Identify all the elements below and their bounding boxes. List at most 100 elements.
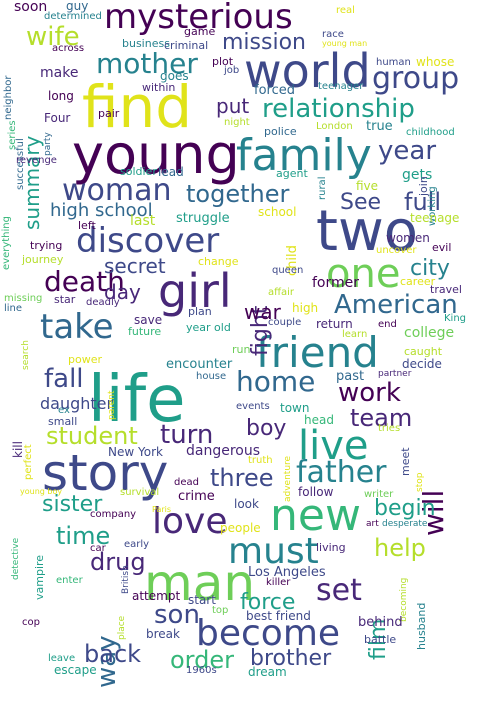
word-desperate: desperate xyxy=(382,519,428,529)
word-left: left xyxy=(78,219,96,232)
word-young: young xyxy=(72,123,240,186)
word-head: head xyxy=(304,413,334,427)
word-line: line xyxy=(4,303,23,314)
word-uncover: uncover xyxy=(376,245,417,256)
word-job: job xyxy=(224,65,240,76)
word-parent: parent xyxy=(107,390,117,420)
word-two: two xyxy=(316,199,419,264)
word-race: race xyxy=(322,29,344,40)
word-day: day xyxy=(104,280,141,304)
word-everything: everything xyxy=(1,216,12,270)
word-home: home xyxy=(236,365,316,398)
word-night: night xyxy=(224,117,250,128)
word-trying: trying xyxy=(30,239,63,252)
word-within: within xyxy=(142,81,176,94)
word-vampire: vampire xyxy=(33,554,46,600)
word-goes: goes xyxy=(160,69,189,83)
word-drug: drug xyxy=(90,548,146,576)
word-world: world xyxy=(244,44,371,98)
word-dangerous: dangerous xyxy=(186,443,261,459)
word-team: team xyxy=(350,404,413,432)
word-young-boy: young boy xyxy=(20,487,63,496)
word-must: must xyxy=(228,531,319,572)
word-British: British xyxy=(121,565,131,594)
word-deadly: deadly xyxy=(86,297,120,308)
word-ex: ex xyxy=(58,405,70,416)
word-teenage: teenage xyxy=(410,211,460,225)
word-struggle: struggle xyxy=(176,211,230,226)
word-together: together xyxy=(186,180,290,208)
word-soldier: soldier xyxy=(120,165,157,178)
word-company: company xyxy=(90,509,137,520)
word-cop: cop xyxy=(22,617,40,628)
word-fall: fall xyxy=(44,364,84,394)
word-house: house xyxy=(196,371,227,382)
word-school: school xyxy=(258,205,297,219)
word-writer: writer xyxy=(364,489,394,500)
word-work: work xyxy=(338,378,401,408)
word-war: war xyxy=(244,300,281,324)
word-turn: turn xyxy=(160,420,214,450)
word-guy: guy xyxy=(66,0,89,13)
word-neighbor: neighbor xyxy=(3,75,14,120)
word-find: find xyxy=(82,73,193,141)
word-partner: partner xyxy=(378,369,412,379)
word-teenager: teenager xyxy=(318,81,364,92)
word-former: former xyxy=(312,275,360,291)
word-follow: follow xyxy=(298,485,334,499)
word-group: group xyxy=(372,61,460,96)
word-son: son xyxy=(154,600,200,630)
word-gets: gets xyxy=(402,167,433,183)
word-tries: tries xyxy=(378,423,401,434)
word-small: small xyxy=(48,415,78,428)
word-early: early xyxy=(124,539,150,550)
word-Paris: Paris xyxy=(152,505,172,514)
word-agent: agent xyxy=(276,167,308,180)
word-meet: meet xyxy=(399,447,412,476)
word-time: time xyxy=(56,522,111,550)
word-missing: missing xyxy=(4,293,43,304)
word-couple: couple xyxy=(268,317,302,328)
word-wife: wife xyxy=(26,22,80,52)
word-encounter: encounter xyxy=(166,357,233,372)
word-childhood: childhood xyxy=(406,127,455,138)
word-journey: journey xyxy=(22,253,64,266)
word-put: put xyxy=(216,94,250,118)
word-secret: secret xyxy=(104,254,166,278)
word-survival: survival xyxy=(120,487,160,498)
word-town: town xyxy=(280,401,310,415)
word-Four: Four xyxy=(44,111,71,125)
word-real: real xyxy=(336,5,355,16)
word-last: last xyxy=(130,213,156,229)
word-human: human xyxy=(376,57,411,68)
word-career: career xyxy=(400,275,436,288)
word-help: help xyxy=(374,534,426,562)
word-girl: girl xyxy=(158,264,232,318)
word-return: return xyxy=(316,317,353,331)
word-college: college xyxy=(404,325,455,341)
word-death: death xyxy=(44,265,125,298)
word-year: year xyxy=(378,136,437,166)
word-behind: behind xyxy=(358,615,403,630)
word-husband: husband xyxy=(415,602,428,650)
word-top: top xyxy=(212,605,229,616)
word-escape: escape xyxy=(54,663,97,677)
word-story: story xyxy=(42,444,169,502)
word-evil: evil xyxy=(432,241,452,254)
word-make: make xyxy=(40,65,79,81)
word-London: London xyxy=(316,121,353,132)
word-detective: detective xyxy=(11,537,21,580)
word-affair: affair xyxy=(268,287,295,298)
word-living: living xyxy=(316,541,346,554)
word-friend: friend xyxy=(256,328,379,377)
word-force: force xyxy=(240,590,296,615)
word-plot: plot xyxy=(212,55,234,68)
word-soon: soon xyxy=(14,0,48,15)
word-high-school: high school xyxy=(50,200,153,221)
word-mission: mission xyxy=(222,30,306,55)
word-woman: woman xyxy=(62,173,172,208)
word-police: police xyxy=(264,125,297,138)
word-business: business xyxy=(122,37,170,50)
word-set: set xyxy=(316,573,362,608)
word-travel: travel xyxy=(430,283,462,296)
